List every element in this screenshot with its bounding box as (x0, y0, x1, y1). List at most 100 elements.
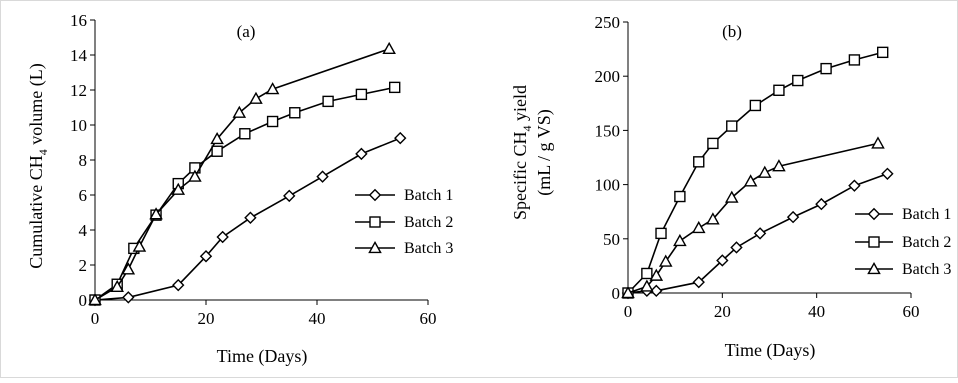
panel-b-y-tick-label: 50 (603, 230, 620, 249)
panel-a: 0 2 4 6 8 10 12 14 16 0 20 40 60 (a) Time (Days) Cumula… (26, 11, 453, 367)
panel-b-legend-label-batch-1: Batch 1 (902, 206, 951, 223)
panel-b-batch-3-point (706, 212, 720, 225)
panel-b-x-axis-title: Time (Days) (725, 340, 816, 361)
panel-a-batch-1-point (244, 211, 257, 224)
panel-a-batch-3-point (171, 182, 186, 195)
panel-b-x-tick-label: 40 (808, 302, 825, 321)
panel-b-y-axis-title-line2: (mL / g VS) (534, 109, 555, 196)
panel-a-label: (a) (237, 22, 256, 41)
panel-a-batch-2-point (266, 115, 279, 128)
panel-b-batch-2-point (707, 137, 719, 150)
panel-a-legend-marker-batch-2 (369, 216, 381, 228)
panel-b-y-tick-label: 0 (612, 284, 621, 303)
panel-a-legend-marker-batch-1 (368, 188, 382, 202)
y-title-main: Cumulative CH (26, 155, 46, 269)
panel-a-y-tick-label: 12 (70, 81, 87, 100)
panel-a-batch-3-point (249, 91, 263, 104)
panel-b-legend-label-batch-3: Batch 3 (902, 261, 951, 278)
panel-b-legend-marker-batch-1 (867, 207, 881, 221)
panel-b-batch-2-point (820, 62, 832, 75)
panel-b-y-tick-label: 100 (595, 176, 621, 195)
panel-a-y-tick-label: 16 (70, 11, 87, 30)
panel-b-batch-3-point (658, 254, 673, 267)
panel-a-y-tick-label: 0 (79, 291, 88, 310)
panel-b-batch-2-point (641, 267, 653, 280)
panel-a-batch-3-point (232, 105, 247, 118)
panel-b-batch-3-point (772, 159, 786, 172)
panel-b-batch-1-point (753, 227, 767, 240)
panel-a-batch-2-point (239, 128, 251, 140)
panel-b-batch-3-point (871, 136, 885, 149)
panel-a-y-tick-label: 10 (70, 116, 87, 135)
panel-a-legend-label-batch-3: Batch 3 (404, 240, 453, 257)
panel-b-batch-2-point (655, 227, 667, 240)
panel-b-legend-marker-batch-2 (868, 236, 880, 248)
panel-b-batch-2-point (877, 46, 889, 59)
panel-a-batch-1-point (355, 147, 368, 161)
panel-a-batch-2-point (289, 107, 301, 119)
panel-a-x-tick-label: 40 (309, 309, 326, 328)
panel-b-batch-3-point (621, 285, 635, 299)
panel-b-y-tick-label: 200 (595, 67, 621, 86)
panel-a-y-tick-label: 8 (79, 151, 88, 170)
panel-a-legend-label-batch-2: Batch 2 (404, 214, 453, 231)
panel-b-batch-2-point (848, 54, 861, 66)
panel-a-batch-3-point (210, 131, 224, 145)
panel-b-batch-3-point (691, 220, 706, 234)
panel-a-batch-3-point (132, 239, 147, 252)
panel-b-batch-1-point (848, 179, 861, 192)
panel-b-batch-3-point (640, 279, 654, 292)
y-title-subscript: 4 (520, 126, 534, 132)
panel-a-x-tick-label: 20 (198, 309, 215, 328)
panel-a-batch-1-point (199, 250, 213, 263)
panel-a-y-tick-label: 4 (79, 221, 88, 240)
panel-a-series-line-batch-1 (94, 137, 401, 301)
panel-b-batch-1-point (716, 254, 729, 267)
panel-b-batch-2-point (693, 156, 705, 168)
panel-b-batch-2-point (674, 190, 686, 203)
panel-a-x-axis-title: Time (Days) (217, 346, 308, 367)
panel-b-y-axis-title-line1: Specific CH4 yield (510, 85, 534, 220)
panel-b-batch-2-point (773, 84, 785, 96)
panel-a-y-tick-label: 14 (70, 46, 88, 65)
panel-a-batch-3-point (149, 207, 163, 220)
panel-a-batch-1-point (216, 230, 229, 244)
panel-a-y-tick-label: 6 (79, 186, 88, 205)
panel-b-batch-1-point (650, 284, 663, 298)
panel-b-batch-2-point (749, 99, 762, 112)
y-title-tail: volume (L) (26, 63, 47, 149)
panel-b-x-tick-label: 20 (714, 302, 731, 321)
panel-b: 0 50 100 150 200 250 0 20 40 60 (b) Time (Days) Spec… (510, 13, 951, 361)
panel-b-batch-1-point (692, 275, 705, 289)
panel-a-batch-3-point (121, 262, 136, 275)
panel-b-x-tick-label: 0 (624, 302, 633, 321)
panel-a-y-axis-title: Cumulative CH4 volume (L) (26, 63, 50, 268)
panel-b-legend-marker-batch-3 (867, 261, 881, 275)
panel-b-batch-2-point (726, 120, 738, 132)
y-title-subscript: 4 (36, 149, 50, 155)
panel-a-batch-2-point (389, 81, 401, 94)
panel-b-x-tick-label: 60 (903, 302, 920, 321)
panel-a-batch-1-point (394, 131, 407, 145)
panel-a-batch-3-point (110, 279, 124, 293)
panel-b-batch-3-point (673, 233, 687, 247)
panel-a-batch-1-point (122, 291, 135, 304)
panel-a-batch-2-point (211, 145, 223, 157)
panel-b-batch-1-point (881, 167, 894, 180)
panel-b-y-tick-label: 250 (595, 13, 621, 32)
panel-a-batch-1-point (283, 189, 296, 203)
panel-a-batch-3-point (188, 169, 202, 182)
panel-b-batch-3-point (743, 174, 758, 187)
panel-b-batch-2-point (792, 74, 804, 87)
panel-b-batch-1-point (815, 197, 828, 211)
panel-b-label: (b) (722, 22, 742, 41)
panel-b-y-tick-label: 150 (595, 121, 621, 140)
panel-a-x-tick-label: 60 (420, 309, 437, 328)
panel-b-batch-3-point (724, 190, 739, 203)
panel-b-batch-1-point (730, 241, 743, 254)
panel-a-x-tick-label: 0 (91, 309, 100, 328)
panel-b-batch-1-point (786, 210, 800, 224)
